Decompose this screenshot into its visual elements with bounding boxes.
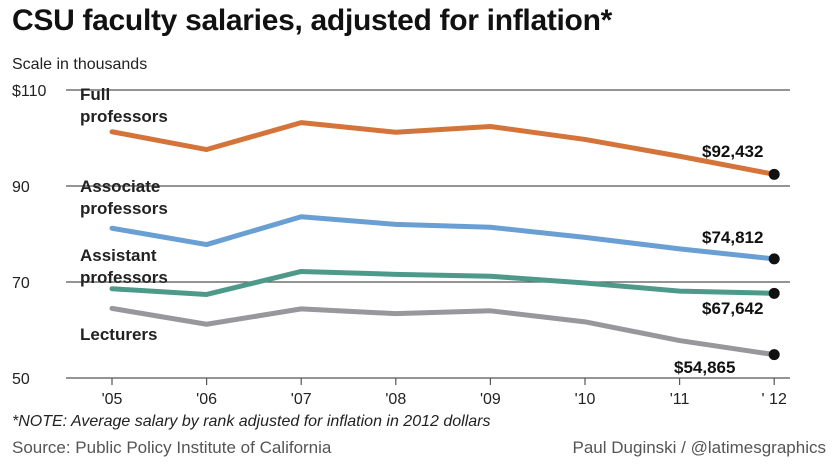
- y-tick-label-90: 90: [12, 179, 30, 196]
- series-label-associate-professors: Associate professors: [80, 177, 168, 218]
- chart-subtitle: Scale in thousands: [12, 56, 148, 73]
- series-line-full-professors: [109, 120, 777, 177]
- end-point-assistant-professors: [768, 287, 780, 299]
- chart-credit: Paul Duginski / @latimesgraphics: [572, 438, 826, 457]
- end-value-label-associate-professors: $74,812: [702, 228, 763, 247]
- series-label-full-professors: Full professors: [80, 85, 168, 126]
- y-tick-label-50: 50: [12, 371, 30, 388]
- series-line-assistant-professors: [109, 268, 777, 297]
- end-value-label-assistant-professors: $67,642: [702, 299, 763, 318]
- end-point-full-professors: [768, 168, 780, 180]
- series-line-lecturers: [109, 305, 777, 358]
- y-tick-label-110: $110: [12, 83, 47, 100]
- x-tick-label-3: '08: [385, 391, 406, 408]
- series-label-assistant-professors: Assistant professors: [80, 246, 168, 287]
- x-tick-label-5: '10: [575, 391, 596, 408]
- x-tick-label-0: '05: [102, 391, 123, 408]
- chart-title: CSU faculty salaries, adjusted for infla…: [12, 4, 612, 37]
- end-point-lecturers: [768, 349, 780, 361]
- x-tick-label-6: '11: [670, 391, 690, 408]
- end-point-associate-professors: [768, 253, 780, 265]
- end-value-label-full-professors: $92,432: [702, 142, 763, 161]
- x-tick-label-4: '09: [480, 391, 501, 408]
- x-tick-label-2: '07: [291, 391, 312, 408]
- chart-note: *NOTE: Average salary by rank adjusted f…: [12, 413, 491, 430]
- y-tick-label-70: 70: [12, 275, 30, 292]
- end-value-label-lecturers: $54,865: [674, 358, 735, 377]
- series-label-lecturers: Lecturers: [80, 325, 157, 344]
- x-tick-label-7: ' 12: [762, 391, 787, 408]
- series-line-associate-professors: [109, 214, 777, 262]
- x-tick-label-1: '06: [196, 391, 217, 408]
- chart-source: Source: Public Policy Institute of Calif…: [12, 438, 332, 457]
